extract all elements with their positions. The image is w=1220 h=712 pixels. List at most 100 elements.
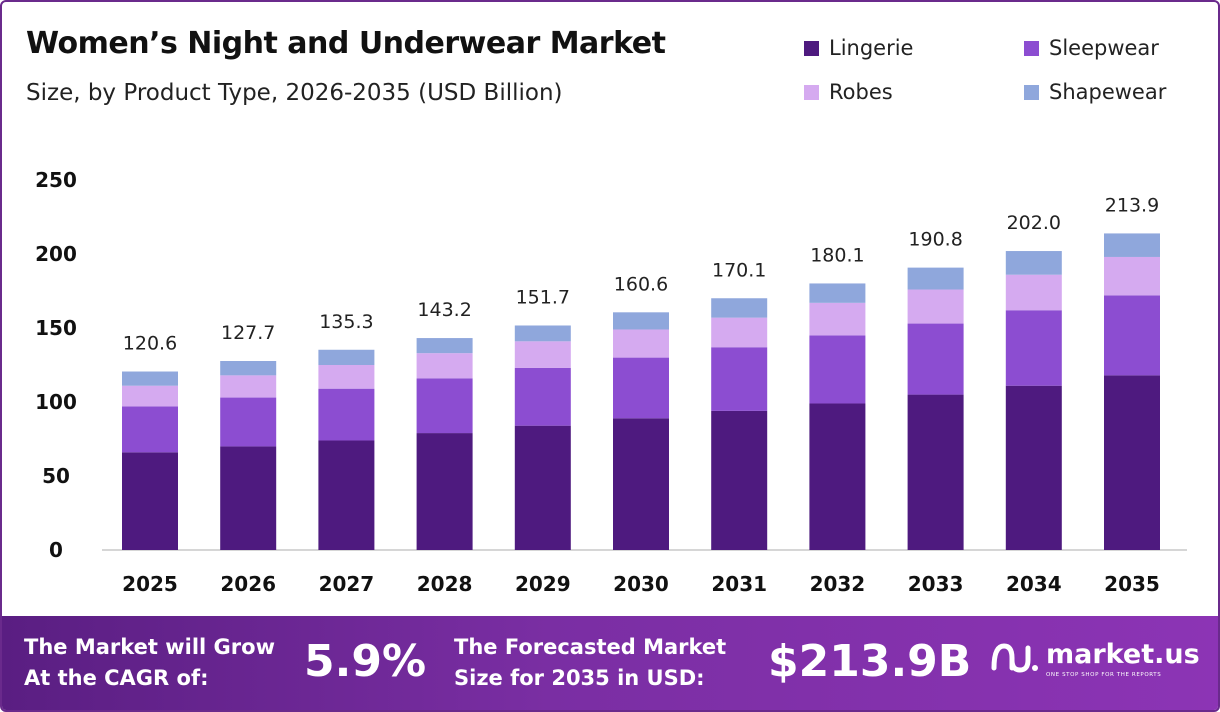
bar-segment-shapewear [416, 338, 473, 354]
legend-label-sleepwear: Sleepwear [1049, 36, 1159, 60]
forecast-value: $213.9B [768, 636, 972, 687]
bar-segment-lingerie [220, 446, 277, 550]
market-us-logo-icon [991, 643, 1038, 673]
bar-total-label: 213.9 [1105, 194, 1159, 216]
bar-total-label: 135.3 [319, 311, 373, 333]
bar-total-label: 180.1 [810, 244, 864, 266]
bar-segment-shapewear [809, 283, 866, 303]
y-tick-label: 200 [35, 242, 77, 266]
bar-segment-lingerie [613, 418, 669, 550]
legend-item-robes: Robes [804, 80, 893, 104]
bar-segment-robes [613, 329, 669, 358]
cagr-value: 5.9% [304, 636, 427, 687]
x-tick-label: 2034 [1006, 572, 1062, 596]
x-tick-label: 2030 [613, 572, 669, 596]
bar-segment-shapewear [122, 371, 178, 386]
x-tick-label: 2029 [515, 572, 571, 596]
bar-total-label: 151.7 [516, 286, 570, 308]
bar-segment-lingerie [514, 425, 571, 550]
y-tick-label: 100 [35, 390, 77, 414]
legend-item-shapewear: Shapewear [1024, 80, 1166, 104]
legend-label-robes: Robes [829, 80, 893, 104]
brand-logo: market.us ONE STOP SHOP FOR THE REPORTS [990, 638, 1200, 680]
bar-segment-sleepwear [613, 357, 669, 419]
bar-segment-sleepwear [809, 335, 866, 404]
bar-segment-sleepwear [318, 388, 375, 441]
legend-swatch-robes [804, 84, 819, 100]
bar-total-label: 120.6 [123, 333, 177, 355]
legend-swatch-lingerie [804, 40, 819, 56]
x-tick-label: 2032 [810, 572, 866, 596]
x-tick-label: 2025 [122, 572, 178, 596]
bar-total-label: 170.1 [712, 259, 766, 281]
bar-segment-lingerie [318, 440, 375, 550]
legend-swatch-shapewear [1024, 84, 1039, 100]
forecast-label-line2: Size for 2035 in USD: [454, 666, 705, 690]
bar-segment-shapewear [514, 325, 571, 342]
bar-segment-robes [1104, 256, 1160, 296]
bar-total-label: 160.6 [614, 273, 668, 295]
bar-segment-robes [416, 353, 473, 379]
bar-segment-shapewear [1005, 251, 1062, 275]
y-tick-label: 0 [49, 538, 63, 562]
bar-segment-shapewear [220, 361, 277, 376]
bar-segment-lingerie [416, 433, 473, 550]
brand-name: market.us [1046, 639, 1200, 670]
bar-segment-robes [907, 289, 964, 324]
cagr-label-line1: The Market will Grow [24, 635, 275, 659]
x-tick-label: 2027 [319, 572, 375, 596]
forecast-label-line1: The Forecasted Market [454, 635, 727, 659]
bar-segment-sleepwear [1005, 310, 1062, 386]
x-tick-label: 2028 [417, 572, 473, 596]
bar-segment-robes [1005, 274, 1062, 311]
bar-segment-lingerie [809, 403, 866, 550]
bar-segment-robes [514, 341, 571, 368]
stacked-bar-chart: 0 50 100 150 200 250 120.6 2025 127.7 2026 135.3 20… [35, 168, 1187, 596]
y-tick-label: 150 [35, 316, 77, 340]
bar-segment-shapewear [711, 298, 768, 318]
legend-swatch-sleepwear [1024, 40, 1039, 56]
chart-subtitle: Size, by Product Type, 2026-2035 (USD Bi… [26, 80, 563, 106]
bar-segment-sleepwear [122, 406, 178, 453]
bar-segment-shapewear [613, 312, 669, 330]
bar-segment-lingerie [711, 410, 768, 550]
bar-segment-robes [122, 385, 178, 407]
legend-item-lingerie: Lingerie [804, 36, 913, 60]
bar-segment-robes [711, 317, 768, 348]
bar-segment-sleepwear [1104, 295, 1160, 376]
legend-label-lingerie: Lingerie [829, 36, 914, 60]
legend-item-sleepwear: Sleepwear [1024, 36, 1159, 60]
legend-label-shapewear: Shapewear [1049, 80, 1167, 104]
bar-segment-lingerie [1005, 385, 1062, 550]
x-tick-label: 2035 [1104, 572, 1160, 596]
bar-segment-shapewear [1104, 233, 1160, 257]
bar-segment-sleepwear [907, 323, 964, 395]
bar-segment-sleepwear [220, 397, 277, 447]
bar-segment-lingerie [1104, 375, 1160, 550]
bar-segment-lingerie [122, 452, 178, 550]
y-tick-label: 250 [35, 168, 77, 192]
chart-title: Women’s Night and Underwear Market [26, 26, 666, 61]
bar-segment-sleepwear [711, 347, 768, 411]
y-tick-label: 50 [42, 464, 70, 488]
bar-segment-shapewear [907, 267, 964, 290]
x-tick-label: 2031 [711, 572, 767, 596]
forecast-label: The Forecasted Market Size for 2035 in U… [454, 632, 726, 694]
bar-segment-lingerie [907, 394, 964, 550]
bar-segment-robes [220, 375, 277, 398]
cagr-label-line2: At the CAGR of: [24, 666, 209, 690]
bar-total-label: 143.2 [417, 299, 471, 321]
cagr-label: The Market will Grow At the CAGR of: [24, 632, 275, 694]
footer-banner: The Market will Grow At the CAGR of: 5.9… [2, 616, 1218, 710]
bar-segment-robes [809, 302, 866, 336]
brand-tagline: ONE STOP SHOP FOR THE REPORTS [1046, 672, 1162, 678]
x-tick-label: 2033 [908, 572, 964, 596]
x-tick-label: 2026 [220, 572, 276, 596]
bar-segment-sleepwear [514, 367, 571, 426]
bar-segment-sleepwear [416, 378, 473, 434]
bar-total-label: 202.0 [1007, 212, 1061, 234]
bar-total-label: 127.7 [221, 322, 275, 344]
bar-segment-shapewear [318, 349, 375, 365]
bar-total-label: 190.8 [908, 229, 962, 251]
